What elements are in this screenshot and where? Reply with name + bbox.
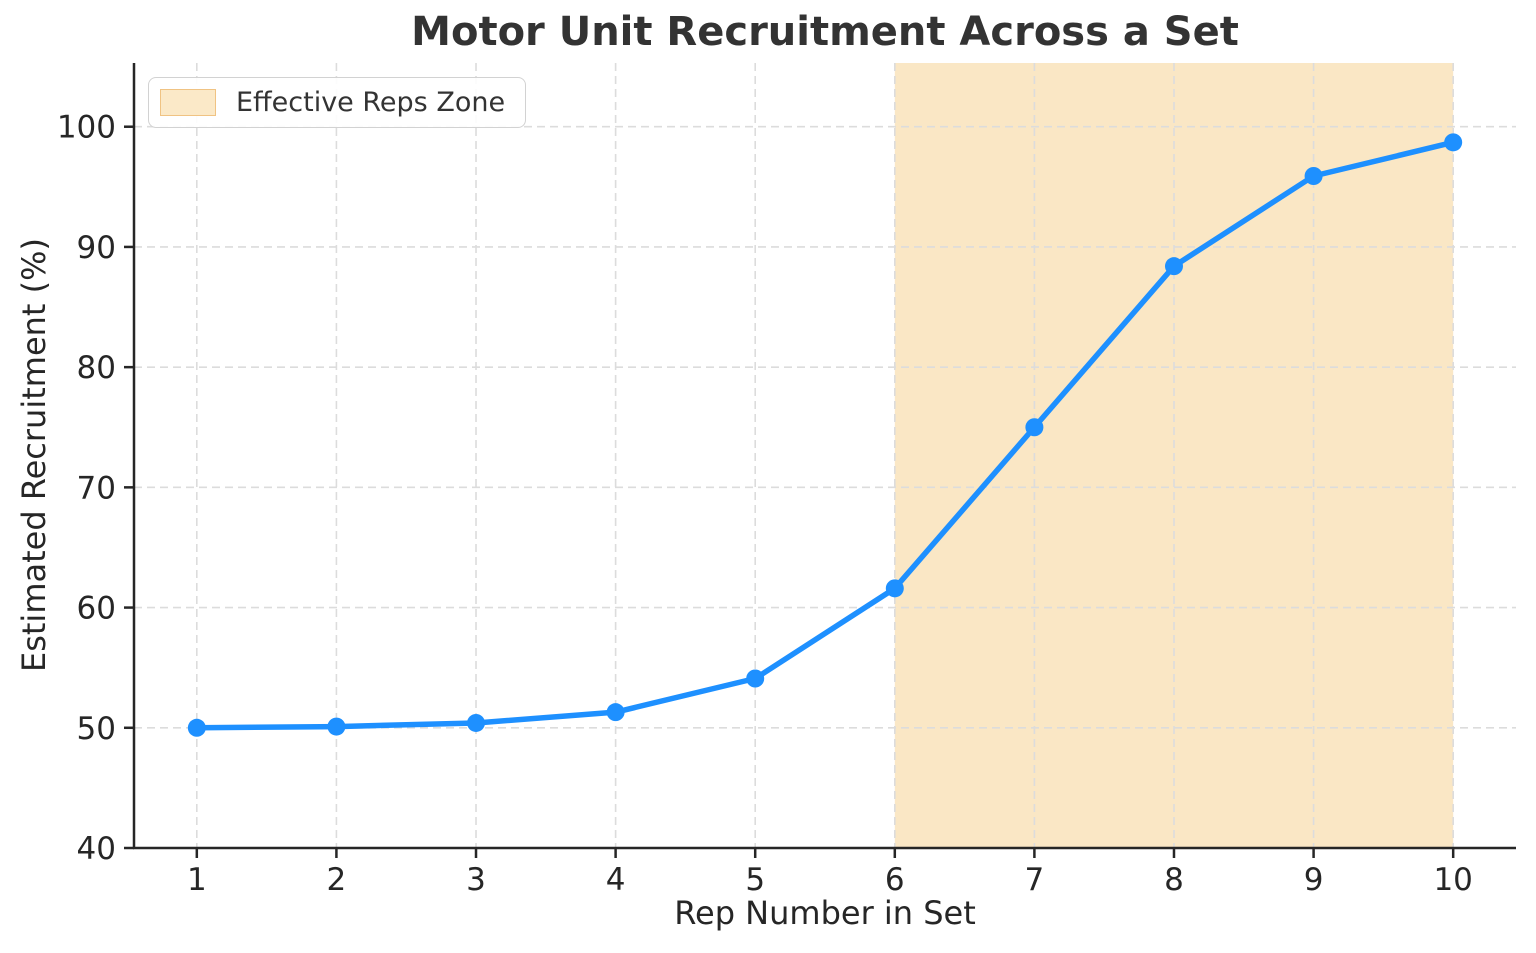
- y-tick-label: 60: [77, 591, 116, 627]
- y-tick-label: 90: [77, 230, 116, 266]
- data-point-rep-1: [187, 718, 206, 737]
- chart-title: Motor Unit Recruitment Across a Set: [411, 9, 1239, 55]
- recruitment-line: [194, 139, 1456, 731]
- x-tick-label: 8: [1164, 862, 1184, 898]
- data-point-rep-2: [327, 717, 346, 736]
- data-point-rep-7: [1025, 418, 1044, 437]
- x-tick-label: 7: [1025, 862, 1045, 898]
- data-point-rep-4: [606, 703, 625, 722]
- y-tick-label: 80: [77, 350, 116, 386]
- legend-label: Effective Reps Zone: [236, 87, 506, 118]
- y-tick-label: 50: [77, 711, 116, 747]
- x-tick-label: 3: [466, 862, 486, 898]
- data-point-rep-3: [467, 713, 486, 732]
- x-tick-label: 6: [885, 862, 905, 898]
- x-tick-label: 10: [1433, 862, 1472, 898]
- data-point-rep-9: [1304, 167, 1323, 186]
- y-tick-label: 70: [77, 470, 116, 506]
- x-tick-label: 2: [327, 862, 347, 898]
- x-tick-label: 5: [745, 862, 765, 898]
- x-tick-label: 4: [606, 862, 626, 898]
- y-axis-label: Estimated Recruitment (%): [15, 237, 53, 673]
- legend: Effective Reps Zone: [148, 77, 527, 128]
- data-point-rep-6: [885, 579, 904, 598]
- y-tick-label: 40: [77, 831, 116, 867]
- x-axis-label: Rep Number in Set: [674, 894, 976, 932]
- data-point-rep-8: [1164, 257, 1183, 276]
- x-tick-label: 9: [1304, 862, 1324, 898]
- data-point-rep-10: [1444, 133, 1463, 152]
- data-point-rep-5: [746, 669, 765, 688]
- x-tick-label: 1: [187, 862, 207, 898]
- legend-swatch-effective-reps-zone: [160, 89, 216, 116]
- y-tick-label: 100: [57, 110, 116, 146]
